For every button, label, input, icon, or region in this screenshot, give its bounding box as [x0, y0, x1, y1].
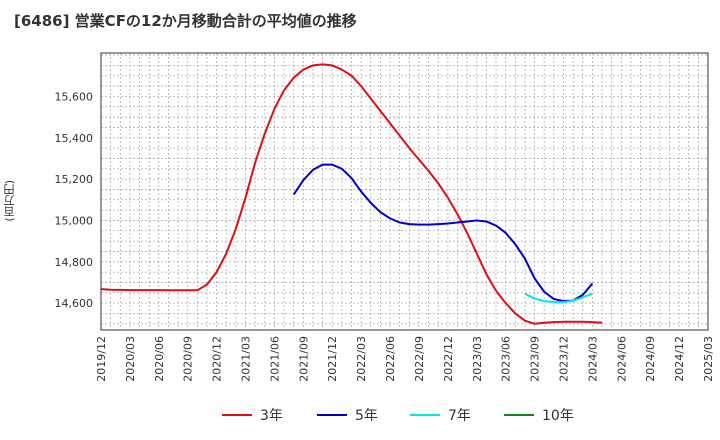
legend-swatch-7y — [410, 414, 440, 416]
legend-swatch-10y — [504, 414, 534, 416]
legend-label-10y: 10年 — [542, 408, 574, 424]
y-tick-label: 15,200 — [55, 173, 94, 186]
legend-item-7y: 7年 — [410, 404, 471, 426]
x-tick-label: 2021/12 — [326, 336, 339, 382]
x-tick-label: 2022/06 — [384, 336, 397, 382]
series-line-7y — [524, 292, 593, 304]
legend-swatch-5y — [317, 414, 347, 416]
y-tick-label: 15,400 — [55, 132, 94, 145]
y-tick-label: 15,600 — [55, 90, 94, 103]
legend-swatch-3y — [222, 414, 252, 416]
chart-title: [6486] 営業CFの12か月移動合計の平均値の推移 — [14, 12, 357, 30]
plot-border — [100, 52, 709, 331]
x-tick-label: 2025/03 — [702, 336, 715, 382]
y-tick-labels: 14,600 14,800 15,000 15,200 15,400 15,600 — [55, 90, 94, 310]
legend-label-3y: 3年 — [260, 408, 283, 424]
x-tick-label: 2023/06 — [500, 336, 513, 382]
x-tick-labels: 2019/12 2020/03 2020/06 2020/09 2020/12 2021/… — [95, 336, 715, 382]
series-line-5y — [292, 163, 594, 303]
plot-frame — [100, 52, 709, 331]
x-tick-label: 2022/12 — [442, 336, 455, 382]
x-tick-label: 2020/03 — [124, 336, 137, 382]
legend-label-5y: 5年 — [355, 408, 378, 424]
x-tick-label: 2023/03 — [471, 336, 484, 382]
x-tick-label: 2022/09 — [413, 336, 426, 382]
x-tick-label: 2022/03 — [355, 336, 368, 382]
y-tick-label: 15,000 — [55, 214, 94, 227]
series-lines — [100, 63, 603, 325]
legend-label-7y: 7年 — [448, 408, 471, 424]
x-tick-label: 2024/03 — [586, 336, 599, 382]
y-tick-label: 14,600 — [55, 297, 94, 310]
x-tick-label: 2024/06 — [615, 336, 628, 382]
grid-lines — [101, 53, 708, 330]
x-tick-label: 2024/12 — [673, 336, 686, 382]
legend-item-3y: 3年 — [222, 404, 283, 426]
series-line-3y — [100, 63, 603, 325]
legend-item-5y: 5年 — [317, 404, 378, 426]
legend: 3年 5年 7年 10年 — [0, 404, 720, 426]
x-tick-label: 2023/09 — [529, 336, 542, 382]
x-tick-label: 2021/09 — [297, 336, 310, 382]
x-tick-label: 2019/12 — [95, 336, 108, 382]
x-tick-label: 2020/12 — [211, 336, 224, 382]
x-tick-label: 2021/06 — [268, 336, 281, 382]
legend-item-10y: 10年 — [504, 404, 574, 426]
x-tick-label: 2023/12 — [557, 336, 570, 382]
y-tick-label: 14,800 — [55, 256, 94, 269]
x-tick-label: 2020/09 — [182, 336, 195, 382]
x-tick-label: 2020/06 — [153, 336, 166, 382]
x-tick-label: 2024/09 — [644, 336, 657, 382]
x-tick-label: 2021/03 — [240, 336, 253, 382]
